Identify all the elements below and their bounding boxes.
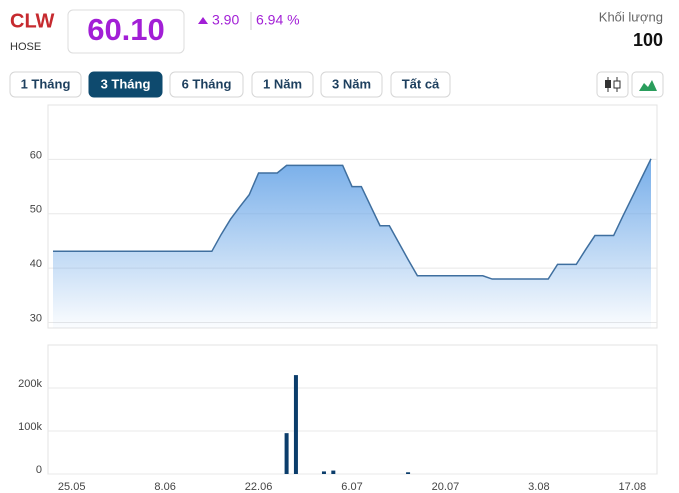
y-tick-label: 50	[30, 204, 42, 216]
button-bg	[390, 71, 451, 98]
x-tick-label: 6.07	[341, 481, 362, 493]
range-button[interactable]: 3 Tháng	[88, 71, 163, 98]
button-bg	[320, 71, 383, 98]
y-tick-label: 0	[36, 464, 42, 476]
button-label: 3 Tháng	[101, 76, 151, 91]
x-tick-label: 3.08	[528, 481, 549, 493]
volume: 100	[633, 30, 663, 50]
y-tick-label: 200k	[18, 378, 42, 390]
price-box	[67, 9, 185, 54]
x-tick-label: 17.08	[619, 481, 647, 493]
price-area	[53, 158, 651, 328]
change-pct: 6.94 %	[256, 12, 300, 28]
volume-bar	[406, 472, 411, 474]
area-button[interactable]	[631, 71, 664, 98]
price-line	[53, 158, 652, 280]
ticker: CLW	[10, 10, 55, 32]
volume-panel	[47, 344, 658, 475]
button-label: 6 Tháng	[182, 76, 232, 91]
volume-bar	[293, 375, 298, 474]
volume-label: Khối lượng	[599, 9, 663, 24]
range-button[interactable]: 3 Năm	[320, 71, 383, 98]
button-bg	[9, 71, 82, 98]
x-tick-label: 20.07	[432, 481, 460, 493]
button-label: 3 Năm	[332, 76, 371, 91]
y-tick-label: 40	[30, 258, 42, 270]
button-bg	[251, 71, 314, 98]
button-label: Tất cả	[402, 76, 440, 91]
button-label: 1 Tháng	[21, 76, 71, 91]
x-tick-label: 25.05	[58, 481, 86, 493]
range-button[interactable]: 6 Tháng	[169, 71, 244, 98]
button-bg	[88, 71, 163, 98]
candlestick-button[interactable]	[596, 71, 629, 98]
volume-bar	[284, 433, 289, 474]
range-button[interactable]: Tất cả	[390, 71, 451, 98]
range-button[interactable]: 1 Tháng	[9, 71, 82, 98]
x-tick-label: 22.06	[245, 481, 273, 493]
volume-bar	[331, 470, 336, 474]
up-arrow	[198, 17, 208, 24]
range-button[interactable]: 1 Năm	[251, 71, 314, 98]
change: 3.90	[212, 12, 239, 28]
y-tick-label: 100k	[18, 421, 42, 433]
range-buttons: 1 Tháng 3 Tháng 6 Tháng 1 Năm 3 Năm Tất cả	[9, 71, 451, 98]
exchange: HOSE	[10, 41, 41, 53]
button-label: 1 Năm	[263, 76, 302, 91]
x-tick-label: 8.06	[154, 481, 175, 493]
volume-bar	[321, 471, 326, 474]
button-bg	[169, 71, 244, 98]
y-tick-label: 60	[30, 149, 42, 161]
y-tick-label: 30	[30, 312, 42, 324]
price: 60.10	[87, 12, 165, 47]
